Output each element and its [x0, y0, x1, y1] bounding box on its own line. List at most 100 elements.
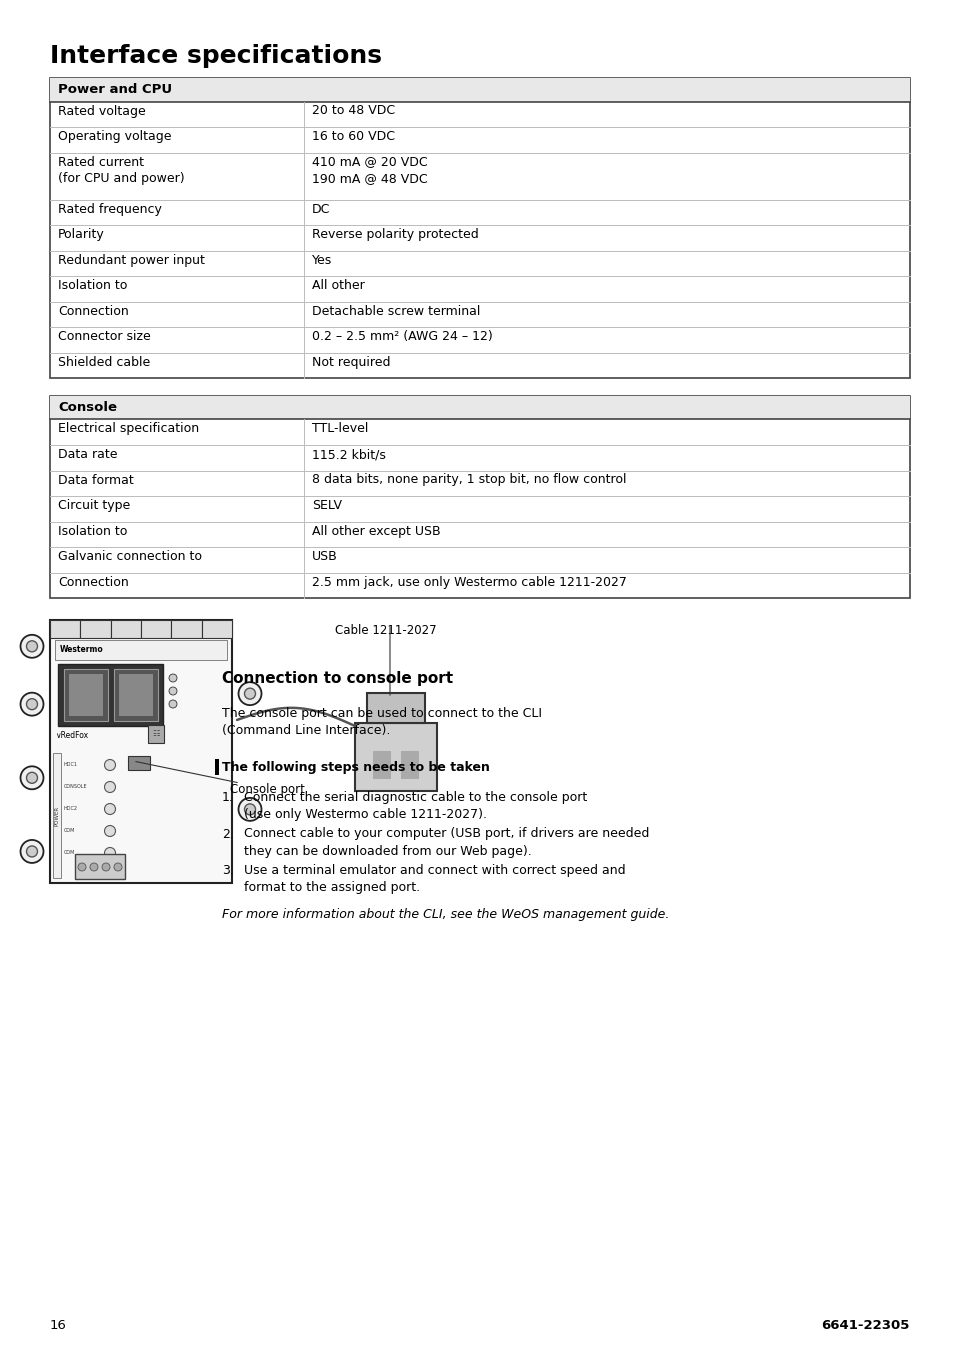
Text: 16 to 60 VDC: 16 to 60 VDC [312, 130, 395, 144]
Text: Rated voltage: Rated voltage [58, 104, 146, 118]
Text: 410 mA @ 20 VDC
190 mA @ 48 VDC: 410 mA @ 20 VDC 190 mA @ 48 VDC [312, 156, 427, 185]
Text: DC: DC [312, 203, 330, 215]
Bar [50, 79, 909, 102]
Text: All other: All other [312, 279, 364, 292]
Text: SELV: SELV [312, 500, 341, 512]
Text: 1.: 1. [222, 791, 233, 804]
Circle shape [27, 699, 37, 709]
Text: The following steps needs to be taken: The following steps needs to be taken [222, 761, 489, 774]
Bar [128, 756, 150, 770]
Text: 0.2 – 2.5 mm² (AWG 24 – 12): 0.2 – 2.5 mm² (AWG 24 – 12) [312, 330, 492, 343]
Bar [148, 724, 164, 743]
Bar [400, 751, 418, 779]
Text: Connection: Connection [58, 575, 129, 589]
Text: Isolation to: Isolation to [58, 524, 128, 538]
Text: Console: Console [58, 401, 117, 414]
Text: Connect cable to your computer (USB port, if drivers are needed
they can be down: Connect cable to your computer (USB port… [244, 827, 649, 858]
Circle shape [27, 640, 37, 651]
Text: Electrical specification: Electrical specification [58, 422, 199, 436]
Text: COM: COM [64, 829, 75, 834]
Bar [113, 669, 158, 720]
Text: Cable 1211-2027: Cable 1211-2027 [335, 624, 436, 636]
Circle shape [105, 826, 115, 837]
Bar [53, 753, 61, 877]
Text: Operating voltage: Operating voltage [58, 130, 172, 144]
Circle shape [105, 760, 115, 770]
Bar [367, 693, 424, 723]
Text: Power and CPU: Power and CPU [58, 83, 172, 96]
Circle shape [169, 700, 177, 708]
Circle shape [90, 862, 98, 871]
Text: All other except USB: All other except USB [312, 524, 440, 538]
Circle shape [238, 798, 261, 821]
Bar [69, 674, 103, 716]
Circle shape [78, 862, 86, 871]
Text: For more information about the CLI, see the WeOS management guide.: For more information about the CLI, see … [222, 909, 669, 922]
Circle shape [20, 635, 44, 658]
Circle shape [238, 682, 261, 705]
Bar [50, 620, 232, 883]
Text: Reverse polarity protected: Reverse polarity protected [312, 227, 478, 241]
Bar [111, 620, 141, 638]
Circle shape [27, 846, 37, 857]
Bar [373, 751, 391, 779]
Bar [50, 395, 909, 598]
Text: Use a terminal emulator and connect with correct speed and
format to the assigne: Use a terminal emulator and connect with… [244, 864, 625, 895]
Text: Interface specifications: Interface specifications [50, 43, 381, 68]
Text: Shielded cable: Shielded cable [58, 356, 150, 368]
Bar [58, 663, 163, 726]
Text: Isolation to: Isolation to [58, 279, 128, 292]
Text: Circuit type: Circuit type [58, 500, 131, 512]
Text: POWER: POWER [54, 806, 59, 826]
Bar [75, 854, 125, 879]
Text: CONSOLE: CONSOLE [64, 784, 88, 789]
Text: 20 to 48 VDC: 20 to 48 VDC [312, 104, 395, 118]
Text: ☷: ☷ [152, 730, 159, 738]
Text: 2.5 mm jack, use only Westermo cable 1211-2027: 2.5 mm jack, use only Westermo cable 121… [312, 575, 626, 589]
Bar [201, 620, 232, 638]
Text: The console port can be used to connect to the CLI
(Command Line Interface).: The console port can be used to connect … [222, 707, 541, 738]
Circle shape [169, 686, 177, 695]
Text: HDC1: HDC1 [64, 762, 78, 768]
Circle shape [27, 772, 37, 784]
Bar [214, 760, 219, 776]
Text: 2.: 2. [222, 827, 233, 841]
Bar [355, 723, 436, 791]
Text: Data rate: Data rate [58, 448, 117, 460]
Text: USB: USB [312, 550, 337, 563]
Bar [172, 620, 201, 638]
Text: Connection to console port: Connection to console port [222, 672, 453, 686]
Text: 8 data bits, none parity, 1 stop bit, no flow control: 8 data bits, none parity, 1 stop bit, no… [312, 474, 625, 486]
Text: HDC2: HDC2 [64, 807, 78, 811]
Text: Console port: Console port [230, 783, 305, 796]
Circle shape [113, 862, 122, 871]
Text: COM: COM [64, 850, 75, 856]
Bar [80, 620, 111, 638]
Circle shape [169, 674, 177, 682]
Bar [64, 669, 108, 720]
Text: 115.2 kbit/s: 115.2 kbit/s [312, 448, 385, 460]
Text: Yes: Yes [312, 253, 332, 267]
Text: Detachable screw terminal: Detachable screw terminal [312, 305, 479, 317]
Text: Not required: Not required [312, 356, 390, 368]
Bar [141, 620, 172, 638]
Text: Data format: Data format [58, 474, 133, 486]
Text: Galvanic connection to: Galvanic connection to [58, 550, 202, 563]
Circle shape [105, 803, 115, 815]
Text: Rated current
(for CPU and power): Rated current (for CPU and power) [58, 156, 185, 185]
Text: Westermo: Westermo [60, 646, 104, 654]
Circle shape [20, 693, 44, 716]
Bar [50, 395, 909, 420]
Text: 6641-22305: 6641-22305 [821, 1319, 909, 1332]
Text: 3.: 3. [222, 864, 233, 877]
Circle shape [105, 848, 115, 858]
Circle shape [20, 839, 44, 862]
Bar [50, 620, 80, 638]
Text: ∨RedFox: ∨RedFox [55, 731, 88, 741]
Text: Polarity: Polarity [58, 227, 105, 241]
Text: Redundant power input: Redundant power input [58, 253, 205, 267]
Bar [50, 79, 909, 378]
Circle shape [244, 804, 255, 815]
Circle shape [102, 862, 110, 871]
Bar [55, 640, 227, 659]
